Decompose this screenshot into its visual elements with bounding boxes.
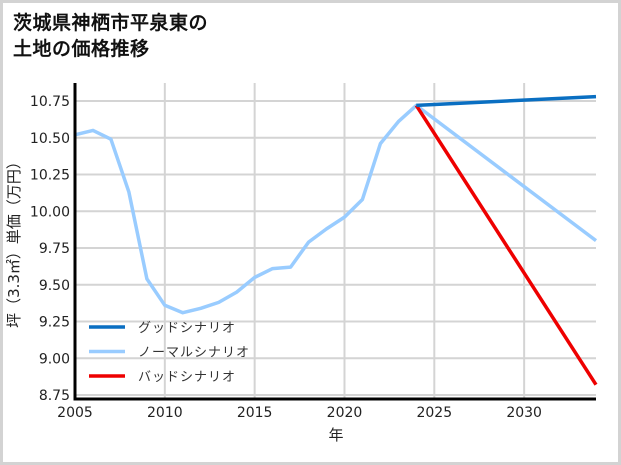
x-tick-label: 2020 [327,405,363,421]
y-tick-label: 10.25 [30,168,70,184]
x-tick-labels: 2005 2010 2015 2020 2025 2030 [57,405,542,421]
series-line-0 [416,94,597,108]
y-tick-label: 9.50 [39,278,70,294]
y-tick-label: 9.25 [39,315,70,331]
chart-title: 茨城県神栖市平泉東の 土地の価格推移 [13,12,209,60]
series-line-1 [74,103,598,315]
y-tick-label: 10.50 [30,131,70,147]
y-tick-label: 9.00 [39,351,70,367]
y-tick-labels: 8.75 9.00 9.25 9.50 9.75 10.00 10.25 10.50 10.75 [30,94,70,404]
x-axis-label: 年 [328,426,343,444]
series-line-2 [414,104,598,386]
y-tick-label: 10.00 [30,204,70,220]
y-tick-label: 9.75 [39,241,70,257]
axes [73,83,596,401]
y-tick-label: 10.75 [30,94,70,110]
x-tick-label: 2005 [57,405,93,421]
x-tick-label: 2015 [237,405,273,421]
legend-label: ノーマルシナリオ [138,346,250,361]
y-tick-label: 8.75 [39,388,70,404]
data-lines [74,94,598,386]
y-axis-label: 坪（3.3㎡）単価（万円） [5,154,23,328]
x-tick-label: 2030 [506,405,542,421]
legend-label: グッドシナリオ [138,321,236,336]
legend-label: バッドシナリオ [138,370,236,385]
x-tick-label: 2025 [416,405,452,421]
x-tick-label: 2010 [147,405,183,421]
